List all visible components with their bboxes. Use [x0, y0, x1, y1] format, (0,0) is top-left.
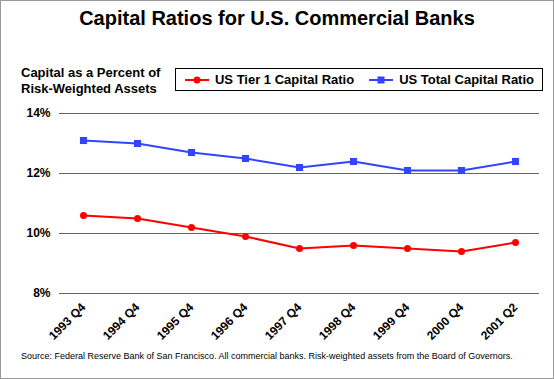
- svg-text:1996 Q4: 1996 Q4: [208, 300, 251, 343]
- html-text:Capital Ratios for U.S. Commer: Capital Ratios for U.S. Commercial Banks: [79, 7, 475, 29]
- svg-text:12%: 12%: [26, 166, 50, 180]
- html-text:Capital as a Percent of Risk-W: Capital as a Percent of Risk-Weighted As…: [21, 65, 161, 96]
- svg-text:14%: 14%: [26, 106, 50, 120]
- svg-text:2000 Q4: 2000 Q4: [424, 300, 467, 343]
- html-text:US Tier 1 Capital Ratio: US Tier 1 Capital Ratio: [215, 72, 355, 87]
- html-text:US Total Capital Ratio: US Total Capital Ratio: [399, 72, 534, 87]
- svg-text:2001 Q2: 2001 Q2: [478, 300, 521, 343]
- svg-text:1994 Q4: 1994 Q4: [100, 300, 143, 343]
- svg-text:1999 Q4: 1999 Q4: [370, 300, 413, 343]
- svg-text:1997 Q4: 1997 Q4: [262, 300, 305, 343]
- svg-text:1995 Q4: 1995 Q4: [154, 300, 197, 343]
- svg-text:1998 Q4: 1998 Q4: [316, 300, 359, 343]
- svg-text:10%: 10%: [26, 226, 50, 240]
- html-text:Source: Federal Reserve Bank o: Source: Federal Reserve Bank of San Fran…: [21, 351, 513, 361]
- svg-text:1993 Q4: 1993 Q4: [46, 300, 89, 343]
- svg-text:8%: 8%: [33, 286, 51, 300]
